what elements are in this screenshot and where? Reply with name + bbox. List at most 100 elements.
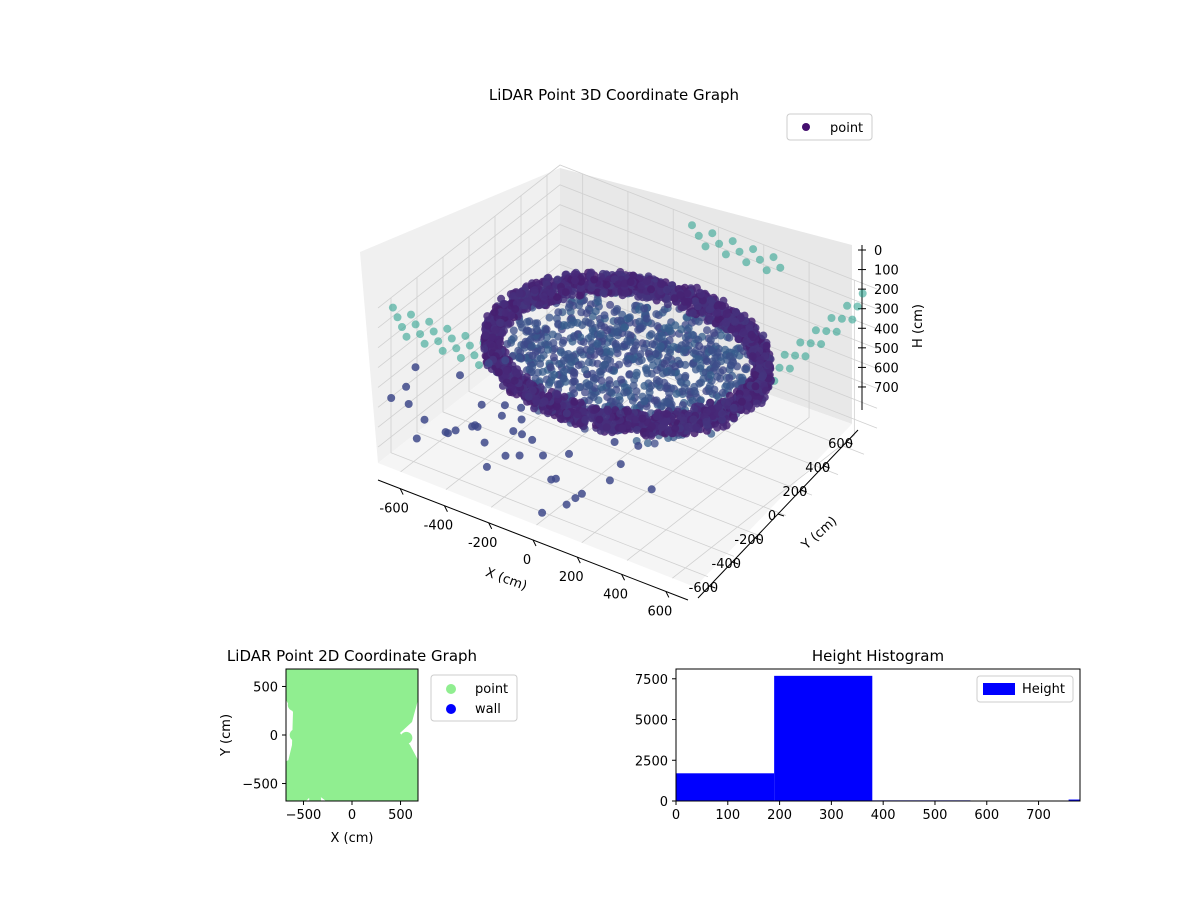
point-3d — [637, 356, 646, 365]
point-3d — [538, 508, 547, 517]
point-3d — [624, 421, 632, 430]
x-tick-label-histogram: 0 — [672, 808, 680, 823]
point-3d — [429, 327, 438, 336]
point-3d — [589, 393, 598, 402]
point-3d — [494, 368, 503, 377]
point-3d — [542, 325, 551, 334]
point-3d — [597, 273, 606, 281]
point-3d — [539, 406, 548, 415]
x-tick-label-histogram: 700 — [1026, 808, 1051, 823]
z-tick-label-3d: 700 — [874, 381, 899, 396]
point-3d — [402, 382, 411, 391]
left-pane — [360, 168, 560, 463]
point-2d — [400, 731, 413, 744]
point-3d — [605, 334, 614, 342]
point-3d — [676, 291, 685, 300]
point-3d — [669, 342, 678, 351]
y-tick-label-3d: -400 — [712, 557, 742, 572]
point-3d — [555, 380, 564, 389]
point-3d — [387, 394, 396, 402]
point-3d — [562, 409, 571, 418]
point-3d — [640, 304, 649, 313]
point-3d — [702, 408, 711, 416]
z-tick-label-3d: 100 — [874, 264, 899, 279]
point-3d — [734, 335, 743, 344]
point-3d — [640, 381, 649, 390]
point-3d — [515, 289, 524, 298]
x-tick-label-histogram: 200 — [767, 808, 792, 823]
point-3d — [524, 392, 533, 401]
point-3d — [694, 335, 703, 344]
point-3d — [688, 330, 696, 339]
point-3d — [721, 382, 730, 391]
point-3d — [657, 280, 666, 288]
scatter-2d-chart: LiDAR Point 2D Coordinate Graph −500 0 500… — [219, 647, 518, 846]
point-3d — [742, 337, 751, 346]
point-3d — [570, 333, 579, 341]
point-3d — [515, 451, 524, 460]
point-3d — [683, 289, 692, 298]
point-3d — [759, 331, 768, 340]
point-3d — [481, 331, 490, 340]
point-3d — [713, 348, 722, 357]
point-3d — [560, 367, 568, 376]
point-3d — [796, 338, 805, 347]
point-3d — [749, 245, 758, 254]
point-3d — [597, 383, 606, 392]
point-3d — [780, 350, 789, 359]
point-3d — [546, 363, 555, 372]
point-3d — [547, 376, 556, 385]
x-tick-label-3d: 0 — [523, 553, 531, 568]
point-cloud-2d — [286, 669, 418, 801]
point-3d — [602, 280, 611, 289]
point-3d — [625, 313, 634, 322]
point-3d — [576, 398, 585, 407]
point-3d — [642, 293, 651, 302]
y-tick-label-2d: 500 — [253, 680, 278, 695]
point-3d — [624, 407, 632, 416]
point-3d — [640, 397, 649, 406]
z-tick-label-3d: 500 — [874, 342, 899, 357]
point-3d — [581, 365, 590, 374]
point-3d — [636, 350, 645, 359]
point-3d — [468, 422, 477, 431]
point-3d — [735, 247, 744, 256]
legend-2d-marker-point — [446, 684, 456, 694]
point-3d — [496, 338, 505, 347]
point-3d — [517, 403, 526, 412]
point-2d — [309, 793, 322, 801]
point-3d — [597, 321, 606, 330]
point-3d — [718, 388, 727, 397]
point-3d — [663, 300, 672, 309]
point-3d — [470, 351, 479, 360]
point-3d — [671, 424, 680, 433]
point-3d — [509, 326, 518, 335]
title-2d: LiDAR Point 2D Coordinate Graph — [227, 647, 477, 665]
point-3d — [837, 314, 846, 323]
point-3d — [652, 310, 661, 319]
point-3d — [721, 345, 730, 354]
point-3d — [573, 410, 582, 419]
point-3d — [589, 373, 598, 382]
point-3d — [570, 389, 579, 398]
point-3d — [737, 397, 746, 406]
point-3d — [694, 231, 703, 240]
point-3d — [599, 289, 608, 298]
point-3d — [566, 361, 574, 370]
point-3d — [827, 314, 836, 322]
point-2d — [396, 670, 409, 683]
point-3d — [672, 389, 681, 398]
point-3d — [617, 375, 626, 384]
point-3d — [537, 345, 545, 354]
point-3d — [688, 309, 697, 318]
point-3d — [597, 376, 606, 385]
point-3d — [420, 415, 429, 424]
point-3d — [587, 268, 596, 277]
point-3d — [425, 317, 434, 326]
legend-histogram-frame — [976, 675, 1074, 703]
point-3d — [539, 292, 548, 301]
x-tick-label-3d: 600 — [647, 604, 672, 619]
point-3d — [506, 319, 515, 328]
point-3d — [500, 300, 509, 308]
point-3d — [480, 345, 489, 353]
